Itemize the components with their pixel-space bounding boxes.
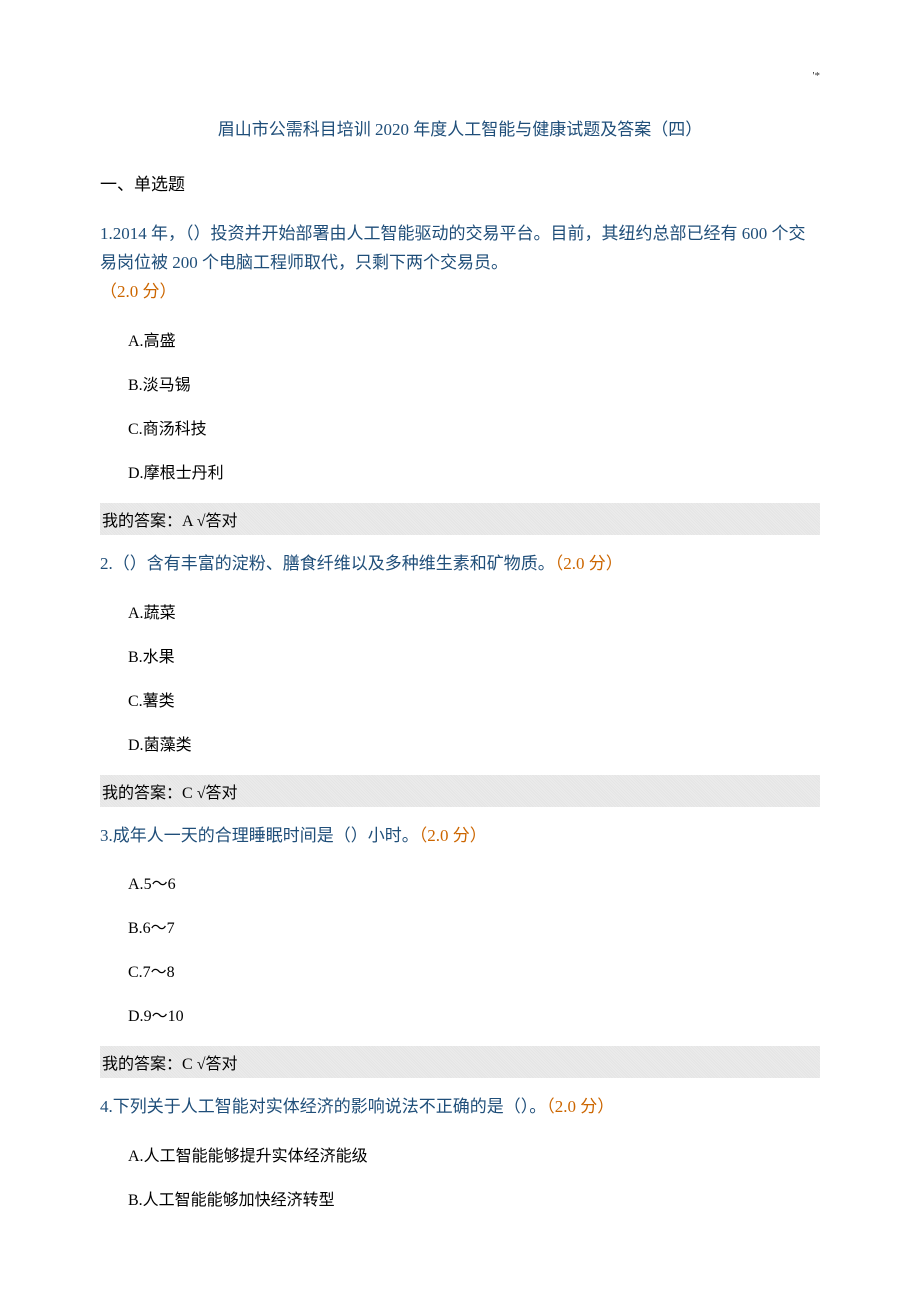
option: C.7～8 (100, 958, 820, 982)
question-block: 1.2014 年，（）投资并开始部署由人工智能驱动的交易平台。目前，其纽约总部已… (100, 220, 820, 535)
option-text: 5～6 (144, 876, 176, 893)
option-label: D. (128, 465, 144, 482)
option: B.6～7 (100, 914, 820, 938)
answer-status: √答对 (197, 1056, 238, 1073)
answer-bar: 我的答案：C √答对 (100, 775, 820, 807)
option: D.9～10 (100, 1002, 820, 1026)
option: A.人工智能能够提升实体经济能级 (100, 1142, 820, 1166)
option: C.薯类 (100, 687, 820, 711)
question-number: 2. (100, 554, 113, 573)
option-text: 7～8 (143, 964, 175, 981)
option-text: 淡马锡 (143, 377, 191, 394)
answer-value: A (182, 513, 193, 530)
question-text: 4.下列关于人工智能对实体经济的影响说法不正确的是（）。（2.0 分） (100, 1093, 820, 1122)
option-label: D. (128, 737, 144, 754)
question-body: 下列关于人工智能对实体经济的影响说法不正确的是（）。 (113, 1097, 547, 1116)
option: B.人工智能能够加快经济转型 (100, 1186, 820, 1210)
document-title: 眉山市公需科目培训 2020 年度人工智能与健康试题及答案（四） (100, 115, 820, 140)
option-text: 菌藻类 (144, 737, 192, 754)
question-number: 3. (100, 826, 113, 845)
question-points: （2.0 分） (546, 1097, 614, 1116)
answer-status: √答对 (197, 513, 238, 530)
option: B.淡马锡 (100, 371, 820, 395)
page-marker: '* (813, 70, 820, 82)
option-text: 9～10 (144, 1008, 184, 1025)
question-text: 1.2014 年，（）投资并开始部署由人工智能驱动的交易平台。目前，其纽约总部已… (100, 220, 820, 307)
option-label: B. (128, 1192, 143, 1209)
option-text: 商汤科技 (143, 421, 207, 438)
answer-bar: 我的答案：A √答对 (100, 503, 820, 535)
answer-prefix: 我的答案： (102, 1056, 182, 1073)
option-text: 人工智能能够提升实体经济能级 (144, 1148, 368, 1165)
question-body: 成年人一天的合理睡眠时间是（）小时。 (113, 826, 419, 845)
option-label: D. (128, 1008, 144, 1025)
question-body: （）含有丰富的淀粉、膳食纤维以及多种维生素和矿物质。 (113, 554, 555, 573)
question-points: （2.0 分） (419, 826, 487, 845)
option-text: 摩根士丹利 (144, 465, 224, 482)
option-label: C. (128, 421, 143, 438)
option-label: B. (128, 649, 143, 666)
option: D.摩根士丹利 (100, 459, 820, 483)
option: A.蔬菜 (100, 599, 820, 623)
option-text: 6～7 (143, 920, 175, 937)
option: D.菌藻类 (100, 731, 820, 755)
section-heading: 一、单选题 (100, 170, 820, 195)
option-label: A. (128, 605, 144, 622)
question-number: 4. (100, 1097, 113, 1116)
question-block: 3.成年人一天的合理睡眠时间是（）小时。（2.0 分） A.5～6 B.6～7 … (100, 822, 820, 1079)
question-block: 4.下列关于人工智能对实体经济的影响说法不正确的是（）。（2.0 分） A.人工… (100, 1093, 820, 1210)
option: A.5～6 (100, 870, 820, 894)
option: A.高盛 (100, 327, 820, 351)
question-block: 2.（）含有丰富的淀粉、膳食纤维以及多种维生素和矿物质。（2.0 分） A.蔬菜… (100, 550, 820, 807)
question-points: （2.0 分） (555, 554, 623, 573)
option-label: B. (128, 920, 143, 937)
option-text: 人工智能能够加快经济转型 (143, 1192, 335, 1209)
option-text: 薯类 (143, 693, 175, 710)
answer-value: C (182, 785, 193, 802)
option-label: B. (128, 377, 143, 394)
question-body: 2014 年，（）投资并开始部署由人工智能驱动的交易平台。目前，其纽约总部已经有… (100, 224, 806, 272)
answer-status: √答对 (197, 785, 238, 802)
option: B.水果 (100, 643, 820, 667)
answer-prefix: 我的答案： (102, 785, 182, 802)
answer-bar: 我的答案：C √答对 (100, 1046, 820, 1078)
option-text: 水果 (143, 649, 175, 666)
answer-value: C (182, 1056, 193, 1073)
question-points: （2.0 分） (100, 282, 177, 301)
option-label: C. (128, 693, 143, 710)
option-label: A. (128, 876, 144, 893)
option-text: 高盛 (144, 333, 176, 350)
option-label: C. (128, 964, 143, 981)
question-text: 2.（）含有丰富的淀粉、膳食纤维以及多种维生素和矿物质。（2.0 分） (100, 550, 820, 579)
option-label: A. (128, 1148, 144, 1165)
question-text: 3.成年人一天的合理睡眠时间是（）小时。（2.0 分） (100, 822, 820, 851)
question-number: 1. (100, 224, 113, 243)
option: C.商汤科技 (100, 415, 820, 439)
answer-prefix: 我的答案： (102, 513, 182, 530)
option-text: 蔬菜 (144, 605, 176, 622)
option-label: A. (128, 333, 144, 350)
